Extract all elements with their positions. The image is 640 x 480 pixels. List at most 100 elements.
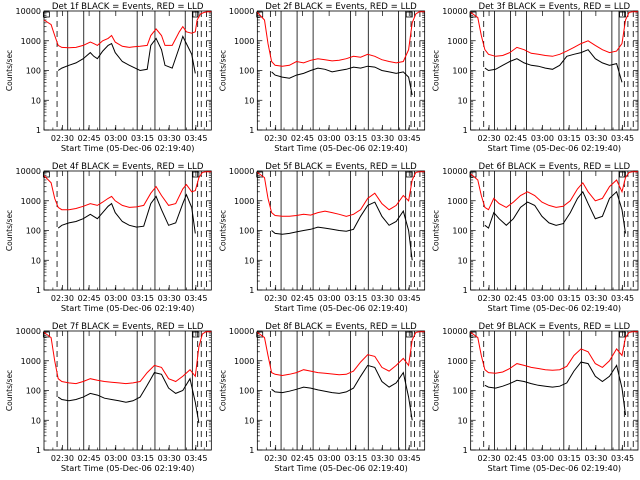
y-tick-label: 100 (239, 67, 254, 76)
y-tick-label: 10 (457, 96, 467, 105)
panel-title: Det 5f BLACK = Events, RED = LLD (265, 162, 417, 172)
y-tick-label: 10000 (442, 167, 467, 176)
x-tick-label: 03:45 (184, 454, 207, 463)
x-tick-label: 02:30 (264, 454, 287, 463)
x-tick-label: 03:15 (131, 294, 154, 303)
y-tick-label: 1 (463, 446, 468, 455)
panel-8: Det 8f BLACK = Events, RED = LLD 1 10 100 10… (218, 322, 426, 473)
x-tick-label: 03:00 (104, 454, 127, 463)
black-series-line (484, 361, 626, 416)
box-marker (256, 171, 264, 178)
x-tick-label: 03:00 (318, 134, 341, 143)
y-tick-label: 1000 (21, 197, 41, 206)
x-tick-label: 03:00 (104, 294, 127, 303)
x-tick-label: 03:00 (531, 294, 554, 303)
box-marker (405, 11, 413, 18)
red-series-line (43, 171, 212, 211)
plot-frame (43, 10, 212, 131)
x-tick-label: 03:30 (584, 134, 607, 143)
box-marker (192, 171, 200, 178)
panel-title: Det 4f BLACK = Events, RED = LLD (52, 162, 204, 172)
x-tick-label: 03:15 (131, 454, 154, 463)
plot-frame (470, 170, 639, 291)
box-marker (42, 11, 50, 18)
y-axis-label: Counts/sec (218, 370, 227, 411)
panel-title: Det 1f BLACK = Events, RED = LLD (52, 2, 204, 12)
black-series-line (271, 364, 413, 421)
red-series-line (470, 11, 638, 57)
y-axis-label: Counts/sec (432, 50, 441, 91)
x-tick-label: 03:30 (371, 134, 394, 143)
x-tick-label: 03:00 (318, 294, 341, 303)
x-tick-label: 02:30 (478, 294, 501, 303)
panel-7: Det 7f BLACK = Events, RED = LLD 1 10 100 10… (5, 322, 212, 473)
black-series-line (271, 65, 413, 96)
y-tick-label: 100 (26, 227, 41, 236)
panel-5: Det 5f BLACK = Events, RED = LLD 1 10 100 10… (218, 162, 426, 313)
x-tick-label: 03:45 (611, 454, 634, 463)
box-marker (405, 331, 413, 338)
y-tick-label: 10 (457, 256, 467, 265)
y-tick-label: 10 (31, 96, 41, 105)
black-series-line (57, 372, 200, 424)
y-tick-label: 10 (244, 256, 254, 265)
y-tick-label: 10000 (16, 167, 41, 176)
y-axis-label: Counts/sec (432, 370, 441, 411)
y-tick-label: 10000 (229, 327, 254, 336)
box-marker (256, 11, 264, 18)
panel-title: Det 3f BLACK = Events, RED = LLD (479, 2, 631, 12)
x-tick-label: 02:45 (504, 294, 527, 303)
y-tick-label: 100 (26, 387, 41, 396)
y-tick-label: 1000 (447, 197, 467, 206)
x-tick-label: 02:45 (78, 294, 101, 303)
y-tick-label: 1 (463, 126, 468, 135)
red-series-line (257, 331, 425, 377)
y-tick-label: 100 (239, 387, 254, 396)
panel-title: Det 9f BLACK = Events, RED = LLD (479, 322, 631, 332)
red-series-line (43, 331, 212, 385)
x-tick-label: 03:30 (584, 294, 607, 303)
black-series-line (484, 49, 623, 83)
x-tick-label: 03:30 (158, 134, 181, 143)
x-tick-label: 02:45 (78, 134, 101, 143)
red-series-line (257, 171, 425, 217)
y-tick-label: 10000 (229, 167, 254, 176)
x-axis-label: Start Time (05-Dec-06 02:19:40) (274, 463, 408, 473)
y-tick-label: 10000 (16, 7, 41, 16)
panel-9: Det 9f BLACK = Events, RED = LLD 1 10 100 10… (432, 322, 639, 473)
panel-title: Det 2f BLACK = Events, RED = LLD (265, 2, 417, 12)
panel-3: Det 3f BLACK = Events, RED = LLD 1 10 100 10… (432, 2, 639, 153)
x-tick-label: 03:00 (531, 454, 554, 463)
black-series-line (57, 35, 196, 74)
black-series-line (271, 201, 413, 261)
plot-frame (256, 330, 426, 451)
x-tick-label: 03:15 (558, 454, 581, 463)
y-tick-label: 10 (244, 96, 254, 105)
x-tick-label: 03:45 (611, 134, 634, 143)
x-tick-label: 03:00 (104, 134, 127, 143)
x-tick-label: 02:45 (291, 294, 314, 303)
box-marker (192, 11, 200, 18)
y-tick-label: 100 (452, 227, 467, 236)
red-series-line (43, 11, 212, 49)
y-tick-label: 1000 (21, 37, 41, 46)
y-tick-label: 1 (249, 286, 254, 295)
red-series-line (470, 331, 638, 374)
plot-frame (43, 170, 212, 291)
y-axis-label: Counts/sec (5, 370, 14, 411)
y-tick-label: 1000 (447, 357, 467, 366)
y-tick-label: 1000 (21, 357, 41, 366)
y-tick-label: 100 (452, 387, 467, 396)
x-axis-label: Start Time (05-Dec-06 02:19:40) (274, 143, 408, 153)
box-marker (469, 331, 477, 338)
panel-title: Det 8f BLACK = Events, RED = LLD (265, 322, 417, 332)
x-tick-label: 02:45 (78, 454, 101, 463)
black-series-line (484, 190, 626, 234)
x-tick-label: 03:15 (344, 454, 367, 463)
x-tick-label: 02:30 (264, 294, 287, 303)
y-tick-label: 10 (244, 416, 254, 425)
y-tick-label: 10000 (442, 327, 467, 336)
red-series-line (470, 171, 638, 211)
box-marker (256, 331, 264, 338)
